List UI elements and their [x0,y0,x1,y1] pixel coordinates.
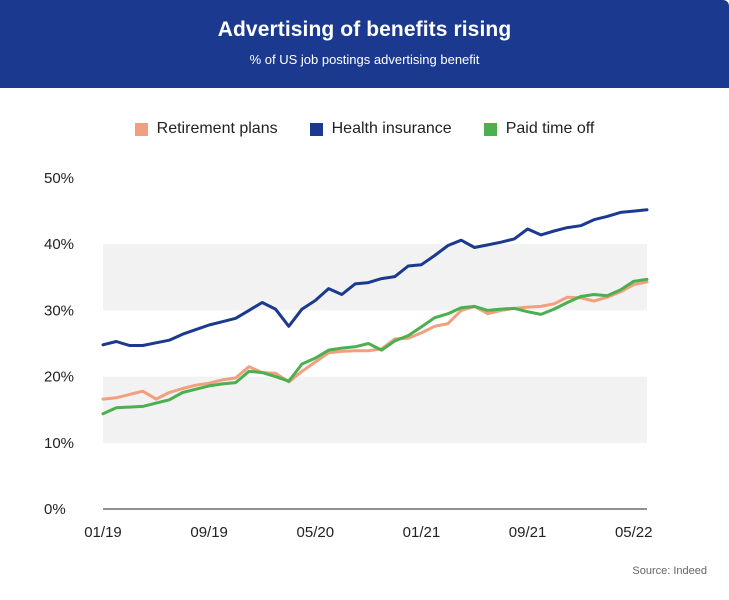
y-tick-label: 0% [44,501,66,518]
legend-label-retirement: Retirement plans [156,120,278,137]
chart-subtitle: % of US job postings advertising benefit [249,52,480,67]
y-tick-label: 20% [44,369,74,386]
grid-band [103,244,647,311]
y-tick-label: 30% [44,302,74,319]
y-tick-label: 50% [44,170,74,187]
legend-label-health: Health insurance [331,120,452,137]
series-line-health [101,208,649,347]
x-tick-label: 05/22 [615,524,653,541]
chart-header: Advertising of benefits rising % of US j… [0,0,729,88]
chart-legend: Retirement plans Health insurance Paid t… [0,120,729,138]
background-bands [103,244,647,443]
legend-swatch-health [309,122,323,136]
chart-title: Advertising of benefits rising [217,18,512,41]
x-axis-ticks: 01/19 09/19 05/20 01/21 09/21 05/22 [84,524,652,541]
series-lines [101,208,649,416]
source-note: Source: Indeed [632,565,707,577]
legend-item-health: Health insurance [309,120,452,138]
legend-label-pto: Paid time off [505,120,595,137]
y-tick-label: 10% [44,435,74,452]
legend-item-pto: Paid time off [483,120,595,138]
series-line-retirement [101,280,649,401]
y-axis-ticks: 0% 10% 20% 30% 40% 50% [44,170,74,518]
y-tick-label: 40% [44,236,74,253]
legend-item-retirement: Retirement plans [134,120,278,138]
legend-swatch-retirement [134,122,148,136]
series-line-pto [101,277,649,416]
x-tick-label: 01/19 [84,524,122,541]
x-tick-label: 05/20 [297,524,335,541]
grid-band [103,376,647,443]
x-tick-label: 09/19 [190,524,228,541]
legend-swatch-pto [483,122,497,136]
x-tick-label: 09/21 [509,524,547,541]
x-tick-label: 01/21 [403,524,441,541]
